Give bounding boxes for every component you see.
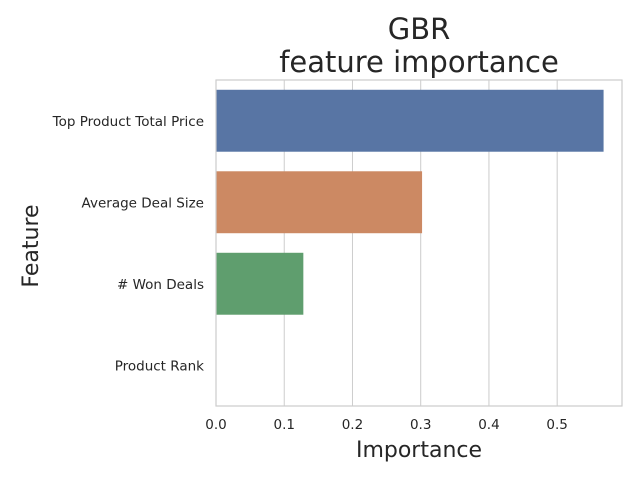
x-tick-label: 0.4 xyxy=(478,417,499,433)
y-tick-label: Average Deal Size xyxy=(82,195,204,211)
x-tick-label: 0.0 xyxy=(205,417,226,433)
chart-title-line-1: GBR xyxy=(388,12,451,46)
plot-frame xyxy=(215,79,623,407)
y-tick-label: # Won Deals xyxy=(117,277,204,293)
y-tick-label: Product Rank xyxy=(115,358,204,374)
bars xyxy=(216,89,604,315)
y-axis-label: Feature xyxy=(19,204,44,287)
chart-title-line-2: feature importance xyxy=(279,45,559,79)
y-tick-label: Top Product Total Price xyxy=(52,114,204,130)
x-axis-label: Importance xyxy=(356,438,482,463)
bar-2 xyxy=(216,252,304,315)
x-tick-label: 0.1 xyxy=(273,417,294,433)
bar-1 xyxy=(216,171,423,234)
bar-0 xyxy=(216,89,604,152)
y-tick-labels: Top Product Total Price Average Deal Size… xyxy=(52,114,205,375)
x-tick-label: 0.3 xyxy=(410,417,431,433)
x-tick-label: 0.5 xyxy=(546,417,567,433)
x-tick-label: 0.2 xyxy=(342,417,363,433)
x-tick-labels: 0.0 0.1 0.2 0.3 0.4 0.5 xyxy=(205,417,568,433)
